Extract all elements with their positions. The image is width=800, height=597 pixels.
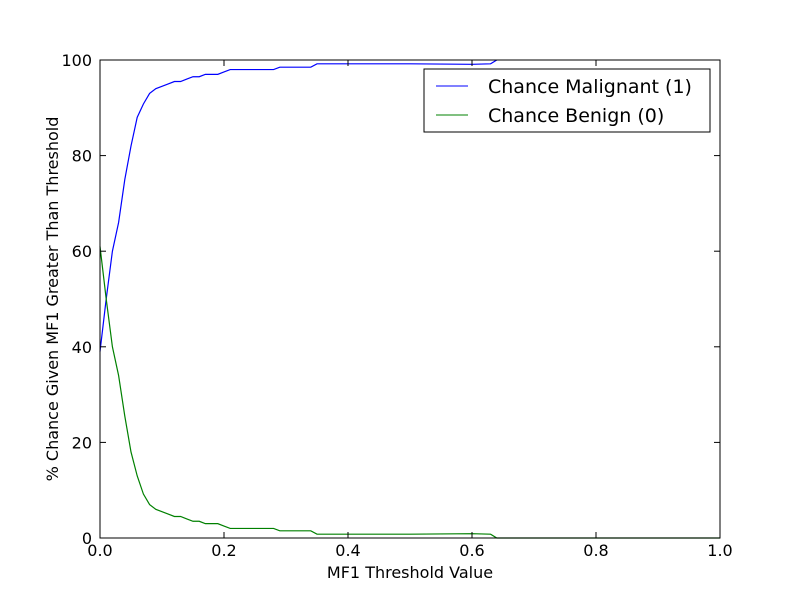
x-tick-label: 0.0: [87, 541, 112, 560]
legend-frame: [423, 68, 711, 133]
series-line-benign: [99, 246, 720, 539]
x-tick-label: 0.6: [459, 541, 484, 560]
plot-frame: [99, 59, 721, 539]
x-tick-label: 1.0: [707, 541, 732, 560]
y-axis-label: % Chance Given MF1 Greater Than Threshol…: [43, 117, 62, 482]
ticks-layer: 0.0 0.2 0.4 0.6 0.8 1.0 0 20 40 60 80 100: [61, 51, 732, 560]
y-tick-label: 100: [61, 51, 92, 70]
legend-label-benign: Chance Benign (0): [488, 105, 664, 127]
y-tick-label: 40: [72, 338, 92, 357]
y-tick-label: 60: [72, 242, 92, 261]
x-tick-label: 0.8: [583, 541, 608, 560]
series-line-malignant: [99, 59, 498, 352]
x-axis-label: MF1 Threshold Value: [327, 563, 493, 582]
legend-label-malignant: Chance Malignant (1): [488, 76, 692, 98]
legend: Chance Malignant (1) Chance Benign (0): [423, 68, 711, 133]
x-tick-label: 0.4: [335, 541, 360, 560]
y-tick-label: 0: [82, 529, 92, 548]
x-tick-label: 0.2: [211, 541, 236, 560]
y-tick-label: 80: [72, 147, 92, 166]
y-tick-label: 20: [72, 433, 92, 452]
plot-area: [100, 60, 720, 538]
series-layer: [99, 59, 720, 539]
